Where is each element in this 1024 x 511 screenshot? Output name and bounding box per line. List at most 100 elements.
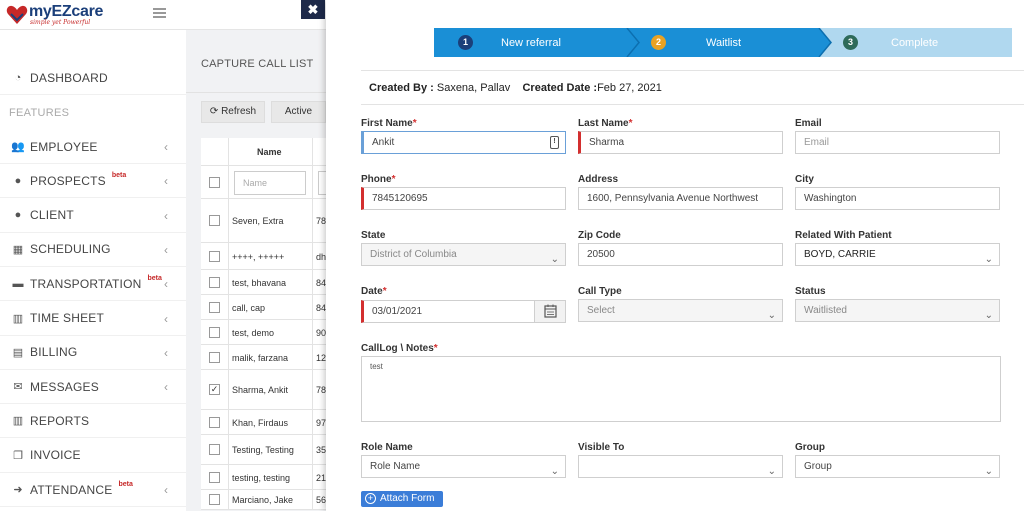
notes-label: CallLog \ Notes*	[361, 343, 438, 354]
step-label: Complete	[891, 37, 939, 49]
column-header-name: Name	[257, 147, 282, 157]
role-name-select[interactable]: Role Name ⌄	[361, 455, 566, 478]
state-select[interactable]: District of Columbia ⌄	[361, 243, 566, 266]
row-name: ++++, +++++	[232, 252, 285, 262]
column-divider	[228, 138, 229, 510]
input-value: Ankit	[372, 137, 395, 148]
table-row[interactable]: test, bhavana 84	[201, 270, 326, 295]
table-row[interactable]: malik, farzana 12	[201, 345, 326, 370]
phone-input[interactable]: 7845120695	[361, 187, 566, 210]
sidebar-item-label: BILLING	[30, 345, 78, 360]
visible-to-label: Visible To	[578, 442, 625, 453]
chevron-down-icon: ⌄	[767, 466, 776, 477]
sidebar-item-invoice[interactable]: ❐ INVOICE	[0, 439, 186, 473]
row-checkbox[interactable]	[209, 417, 220, 428]
sidebar-item-client[interactable]: ● CLIENT ‹	[0, 199, 186, 233]
phone-label: Phone*	[361, 174, 396, 185]
row-phone: dh	[316, 252, 327, 262]
beta-badge: beta	[111, 172, 127, 180]
email-input[interactable]: Email	[795, 131, 1000, 154]
sidebar-item-label: CLIENT	[30, 208, 74, 223]
sidebar-item-label: DASHBOARD	[30, 70, 108, 85]
sidebar-item-transportation[interactable]: ▬ TRANSPORTATION beta ‹	[0, 267, 186, 302]
contact-card-icon[interactable]: !	[550, 136, 559, 149]
row-checkbox[interactable]	[209, 494, 220, 505]
row-checkbox[interactable]	[209, 277, 220, 288]
visible-to-select[interactable]: ⌄	[578, 455, 783, 478]
select-value: Group	[804, 461, 832, 472]
sidebar: ◔ DASHBOARD FEATURES 👥 EMPLOYEE ‹ ● PROSPECT…	[0, 30, 186, 511]
table-row[interactable]: Khan, Firdaus 97	[201, 410, 326, 435]
sidebar-item-reports[interactable]: ▥ REPORTS	[0, 404, 186, 439]
row-name: call, cap	[232, 303, 266, 313]
row-checkbox[interactable]	[209, 327, 220, 338]
notes-textarea[interactable]: test	[361, 356, 1001, 422]
row-checkbox[interactable]	[209, 472, 220, 483]
call-type-select[interactable]: Select ⌄	[578, 299, 783, 322]
label-text: Date	[361, 286, 383, 297]
wizard-step-complete[interactable]: 3 Complete	[819, 28, 1012, 57]
row-checkbox[interactable]	[209, 444, 220, 455]
table-row[interactable]: call, cap 84	[201, 295, 326, 320]
sidebar-item-time-sheet[interactable]: ▥ TIME SHEET ‹	[0, 302, 186, 336]
phone-filter-input[interactable]	[318, 171, 328, 195]
sidebar-item-attendance[interactable]: ➜ ATTENDANCE beta ‹	[0, 473, 186, 507]
row-checkbox[interactable]	[209, 251, 220, 262]
table-row[interactable]: Testing, Testing 35	[201, 435, 326, 465]
table-row[interactable]: ✓ Sharma, Ankit 78	[201, 370, 326, 410]
table-row[interactable]: Seven, Extra 78	[201, 199, 326, 243]
related-patient-select[interactable]: BOYD, CARRIE ⌄	[795, 243, 1000, 266]
row-phone: 21	[316, 473, 327, 483]
first-name-input[interactable]: Ankit !	[361, 131, 566, 154]
wizard-step-waitlist[interactable]: 2 Waitlist	[627, 28, 819, 57]
sidebar-item-billing[interactable]: ▤ BILLING ‹	[0, 336, 186, 370]
status-select[interactable]: Waitlisted ⌄	[795, 299, 1000, 322]
logo-text: myEZcare	[29, 3, 104, 20]
table-row[interactable]: Marciano, Jake 56	[201, 490, 326, 510]
bar-chart-icon: ▥	[12, 312, 24, 325]
last-name-input[interactable]: Sharma	[578, 131, 783, 154]
sidebar-item-prospects[interactable]: ● PROSPECTS beta ‹	[0, 164, 186, 199]
attach-form-button[interactable]: + Attach Form	[361, 491, 443, 507]
address-input[interactable]: 1600, Pennsylvania Avenue Northwest	[578, 187, 783, 210]
active-filter-button[interactable]: Active	[271, 101, 326, 123]
close-button[interactable]: ✖	[301, 0, 325, 19]
name-filter-input[interactable]: Name	[234, 171, 306, 195]
chevron-left-icon: ‹	[164, 380, 168, 395]
refresh-button[interactable]: ⟳ Refresh	[201, 101, 265, 123]
chevron-left-icon: ‹	[164, 242, 168, 257]
select-all-checkbox[interactable]	[209, 177, 220, 188]
logo[interactable]: myEZcare simple yet Powerful	[6, 3, 103, 27]
sidebar-item-messages[interactable]: ✉ MESSAGES ‹	[0, 370, 186, 405]
table-row[interactable]: test, demo 90	[201, 320, 326, 345]
label-text: CallLog \ Notes	[361, 343, 434, 354]
wizard-step-new-referral[interactable]: 1 New referral	[434, 28, 627, 57]
date-input[interactable]: 03/01/2021	[361, 300, 535, 323]
city-input[interactable]: Washington	[795, 187, 1000, 210]
table-row[interactable]: ++++, +++++ dh	[201, 243, 326, 270]
chevron-down-icon: ⌄	[767, 310, 776, 321]
chevron-left-icon: ‹	[164, 174, 168, 189]
sidebar-item-dashboard[interactable]: ◔ DASHBOARD	[0, 61, 186, 95]
date-picker-button[interactable]	[534, 300, 566, 323]
zip-input[interactable]: 20500	[578, 243, 783, 266]
call-list-panel: CAPTURE CALL LIST ⟳ Refresh Active Name …	[186, 44, 328, 511]
group-select[interactable]: Group ⌄	[795, 455, 1000, 478]
user-icon: ●	[14, 209, 22, 222]
copy-icon: ❐	[13, 449, 23, 462]
menu-toggle-icon[interactable]	[153, 8, 166, 18]
sidebar-item-scheduling[interactable]: ▦ SCHEDULING ‹	[0, 233, 186, 267]
row-checkbox[interactable]	[209, 352, 220, 363]
plus-circle-icon: +	[365, 493, 376, 504]
row-checkbox[interactable]: ✓	[209, 384, 220, 395]
group-label: Group	[795, 442, 825, 453]
row-checkbox[interactable]	[209, 302, 220, 313]
table-row[interactable]: testing, testing 21	[201, 465, 326, 490]
panel-title: CAPTURE CALL LIST	[201, 58, 314, 70]
state-label: State	[361, 230, 386, 241]
chevron-down-icon: ⌄	[550, 466, 559, 477]
sidebar-item-employee[interactable]: 👥 EMPLOYEE ‹	[0, 130, 186, 164]
row-checkbox[interactable]	[209, 215, 220, 226]
zip-label: Zip Code	[578, 230, 621, 241]
